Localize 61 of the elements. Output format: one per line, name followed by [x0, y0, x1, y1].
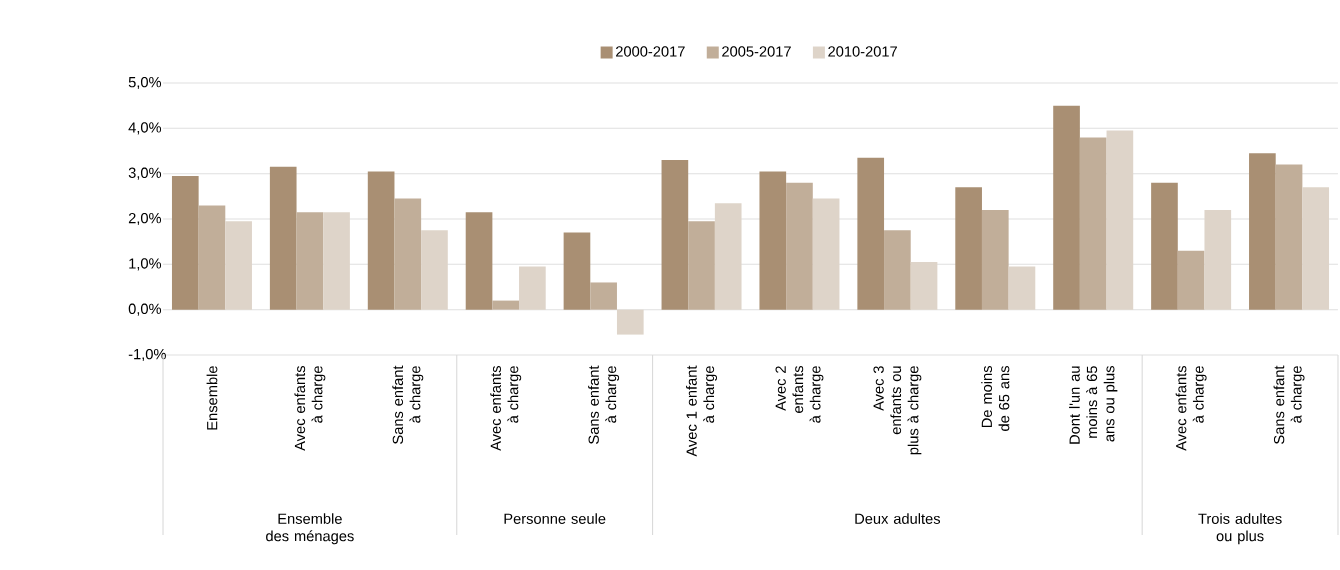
bar — [1275, 164, 1303, 310]
x-tick-label: Avec 3 enfants ou plus à charge — [873, 366, 922, 455]
legend-label: 2000-2017 — [616, 46, 685, 57]
x-tick-label: Avec enfants à charge — [490, 366, 522, 451]
x-tick-label: Sans enfant à charge — [392, 365, 424, 444]
text: Deux adultes — [855, 513, 941, 524]
bar — [225, 221, 252, 310]
x-tick-label: Sans enfant à charge — [588, 365, 620, 444]
bar — [1204, 209, 1232, 310]
bar — [171, 175, 199, 310]
bar — [661, 160, 689, 310]
bar — [759, 171, 787, 310]
x-tick-label: Ensemble — [206, 366, 218, 430]
bar — [1177, 250, 1205, 310]
bar — [1249, 153, 1276, 310]
x-tick-label: Avec 2 enfants à charge — [775, 366, 824, 423]
text: Personne seule — [504, 513, 606, 524]
y-tick-label: 2,0% — [128, 212, 162, 226]
y-tick-label: 3,0% — [128, 167, 162, 180]
bar — [1106, 130, 1134, 310]
y-tick-label: 4,0% — [128, 122, 162, 135]
y-tick-label: 1,0% — [129, 258, 162, 271]
bar — [1302, 187, 1330, 310]
bar — [421, 230, 448, 310]
bar — [812, 198, 840, 310]
bar — [269, 166, 297, 310]
bar — [563, 232, 591, 310]
bar — [688, 221, 715, 310]
bar — [492, 300, 520, 310]
text: Trois adultes ou plus — [1198, 513, 1282, 545]
bar — [367, 171, 395, 310]
y-tick-label: -1,0% — [128, 348, 166, 362]
x-tick-label: De moins de 65 ans — [981, 366, 1010, 431]
bar — [1079, 137, 1107, 310]
x-tick-label: Sans enfant à charge — [1273, 365, 1305, 444]
bar — [1151, 182, 1178, 310]
bar — [981, 209, 1009, 310]
bar — [884, 230, 911, 310]
bar — [590, 282, 617, 310]
text: Ensemble des ménages — [266, 513, 354, 545]
bar — [1053, 105, 1080, 310]
bar — [857, 157, 885, 310]
bar — [1008, 266, 1036, 310]
y-tick-label: 5,0% — [128, 76, 162, 90]
bar — [394, 198, 422, 310]
bar — [910, 262, 938, 310]
bar — [198, 205, 226, 310]
x-tick-label: Avec 1 enfant à charge — [686, 365, 718, 457]
bar — [296, 212, 324, 310]
bar — [323, 212, 350, 310]
bar — [519, 266, 546, 310]
legend-label: 2010-2017 — [828, 46, 897, 57]
bar — [465, 212, 493, 310]
bar — [955, 187, 982, 310]
y-tick-label: 0,0% — [128, 303, 162, 316]
bar — [714, 203, 742, 310]
bar — [616, 309, 644, 335]
x-tick-label: Avec enfants à charge — [1175, 366, 1207, 451]
bar — [786, 182, 813, 310]
legend-label: 2005-2017 — [722, 46, 791, 57]
x-tick-label: Avec enfants à charge — [294, 366, 326, 451]
